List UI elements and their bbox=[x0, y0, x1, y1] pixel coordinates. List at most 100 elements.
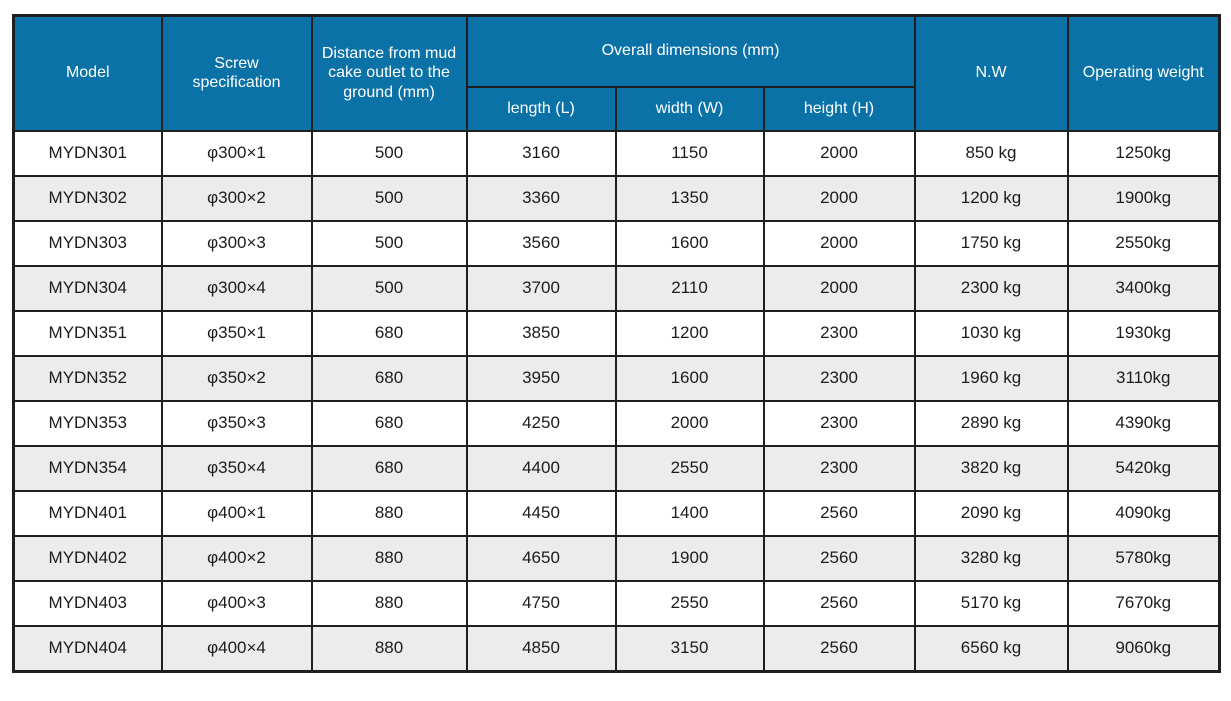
cell-distance: 680 bbox=[310, 309, 468, 357]
table-row: MYDN353 φ350×3 680 4250 2000 2300 2890 kg 4390k… bbox=[12, 399, 1221, 447]
cell-height: 2560 bbox=[762, 534, 916, 582]
cell-nw: 2300 kg bbox=[913, 264, 1069, 312]
cell-model: MYDN304 bbox=[12, 264, 163, 312]
cell-distance: 500 bbox=[310, 264, 468, 312]
cell-length: 4650 bbox=[465, 534, 617, 582]
header-width: width (W) bbox=[614, 85, 765, 132]
cell-distance: 500 bbox=[310, 129, 468, 177]
header-operating-weight: Operating weight bbox=[1066, 14, 1221, 132]
cell-operating-weight: 2550kg bbox=[1066, 219, 1221, 267]
cell-screw: φ350×2 bbox=[160, 354, 313, 402]
cell-screw: φ400×2 bbox=[160, 534, 313, 582]
header-overall-dimensions: Overall dimensions (mm) bbox=[465, 14, 916, 88]
table-row: MYDN352 φ350×2 680 3950 1600 2300 1960 kg 3110k… bbox=[12, 354, 1221, 402]
cell-nw: 3280 kg bbox=[913, 534, 1069, 582]
cell-height: 2560 bbox=[762, 489, 916, 537]
cell-length: 3160 bbox=[465, 129, 617, 177]
spec-table-container: Model Screw specification Distance from … bbox=[12, 14, 1221, 673]
cell-nw: 2090 kg bbox=[913, 489, 1069, 537]
cell-height: 2560 bbox=[762, 579, 916, 627]
table-row: MYDN304 φ300×4 500 3700 2110 2000 2300 kg 3400k… bbox=[12, 264, 1221, 312]
cell-screw: φ300×2 bbox=[160, 174, 313, 222]
table-row: MYDN354 φ350×4 680 4400 2550 2300 3820 kg 5420k… bbox=[12, 444, 1221, 492]
spec-table: Model Screw specification Distance from … bbox=[12, 14, 1221, 673]
cell-model: MYDN351 bbox=[12, 309, 163, 357]
cell-operating-weight: 4390kg bbox=[1066, 399, 1221, 447]
cell-height: 2300 bbox=[762, 399, 916, 447]
cell-model: MYDN354 bbox=[12, 444, 163, 492]
cell-length: 3950 bbox=[465, 354, 617, 402]
cell-width: 3150 bbox=[614, 624, 765, 672]
table-row: MYDN402 φ400×2 880 4650 1900 2560 3280 kg 5780k… bbox=[12, 534, 1221, 582]
cell-nw: 2890 kg bbox=[913, 399, 1069, 447]
cell-model: MYDN402 bbox=[12, 534, 163, 582]
header-distance-to-ground: Distance from mud cake outlet to the gro… bbox=[310, 14, 468, 132]
cell-model: MYDN303 bbox=[12, 219, 163, 267]
cell-length: 3700 bbox=[465, 264, 617, 312]
cell-distance: 680 bbox=[310, 399, 468, 447]
cell-nw: 6560 kg bbox=[913, 624, 1069, 672]
cell-width: 1200 bbox=[614, 309, 765, 357]
table-row: MYDN301 φ300×1 500 3160 1150 2000 850 kg 1250kg bbox=[12, 129, 1221, 177]
cell-nw: 3820 kg bbox=[913, 444, 1069, 492]
cell-operating-weight: 7670kg bbox=[1066, 579, 1221, 627]
cell-operating-weight: 5420kg bbox=[1066, 444, 1221, 492]
cell-width: 1400 bbox=[614, 489, 765, 537]
cell-model: MYDN352 bbox=[12, 354, 163, 402]
cell-distance: 500 bbox=[310, 174, 468, 222]
header-screw-specification: Screw specification bbox=[160, 14, 313, 132]
table-row: MYDN401 φ400×1 880 4450 1400 2560 2090 kg 4090k… bbox=[12, 489, 1221, 537]
cell-screw: φ350×1 bbox=[160, 309, 313, 357]
cell-length: 4750 bbox=[465, 579, 617, 627]
table-row: MYDN404 φ400×4 880 4850 3150 2560 6560 kg 9060k… bbox=[12, 624, 1221, 672]
cell-width: 1900 bbox=[614, 534, 765, 582]
cell-length: 4450 bbox=[465, 489, 617, 537]
cell-length: 3850 bbox=[465, 309, 617, 357]
cell-width: 2550 bbox=[614, 444, 765, 492]
cell-height: 2000 bbox=[762, 219, 916, 267]
cell-nw: 1960 kg bbox=[913, 354, 1069, 402]
cell-screw: φ350×4 bbox=[160, 444, 313, 492]
cell-screw: φ350×3 bbox=[160, 399, 313, 447]
cell-distance: 880 bbox=[310, 624, 468, 672]
cell-operating-weight: 1930kg bbox=[1066, 309, 1221, 357]
cell-model: MYDN302 bbox=[12, 174, 163, 222]
cell-screw: φ300×3 bbox=[160, 219, 313, 267]
table-row: MYDN302 φ300×2 500 3360 1350 2000 1200 kg 1900k… bbox=[12, 174, 1221, 222]
cell-width: 2000 bbox=[614, 399, 765, 447]
cell-model: MYDN403 bbox=[12, 579, 163, 627]
table-header: Model Screw specification Distance from … bbox=[12, 14, 1221, 132]
cell-height: 2300 bbox=[762, 444, 916, 492]
cell-operating-weight: 3400kg bbox=[1066, 264, 1221, 312]
header-model: Model bbox=[12, 14, 163, 132]
cell-operating-weight: 5780kg bbox=[1066, 534, 1221, 582]
cell-height: 2000 bbox=[762, 174, 916, 222]
cell-model: MYDN301 bbox=[12, 129, 163, 177]
cell-width: 1600 bbox=[614, 354, 765, 402]
header-length: length (L) bbox=[465, 85, 617, 132]
table-body: MYDN301 φ300×1 500 3160 1150 2000 850 kg 1250kg… bbox=[12, 129, 1221, 672]
cell-height: 2300 bbox=[762, 309, 916, 357]
cell-length: 3360 bbox=[465, 174, 617, 222]
cell-length: 4400 bbox=[465, 444, 617, 492]
cell-operating-weight: 1900kg bbox=[1066, 174, 1221, 222]
cell-distance: 680 bbox=[310, 354, 468, 402]
cell-length: 4850 bbox=[465, 624, 617, 672]
cell-screw: φ300×4 bbox=[160, 264, 313, 312]
cell-distance: 680 bbox=[310, 444, 468, 492]
cell-width: 1600 bbox=[614, 219, 765, 267]
cell-height: 2560 bbox=[762, 624, 916, 672]
cell-nw: 850 kg bbox=[913, 129, 1069, 177]
table-row: MYDN351 φ350×1 680 3850 1200 2300 1030 kg 1930k… bbox=[12, 309, 1221, 357]
cell-length: 4250 bbox=[465, 399, 617, 447]
cell-distance: 880 bbox=[310, 579, 468, 627]
cell-model: MYDN353 bbox=[12, 399, 163, 447]
cell-operating-weight: 3110kg bbox=[1066, 354, 1221, 402]
cell-operating-weight: 1250kg bbox=[1066, 129, 1221, 177]
cell-distance: 880 bbox=[310, 534, 468, 582]
cell-width: 1150 bbox=[614, 129, 765, 177]
cell-screw: φ400×1 bbox=[160, 489, 313, 537]
cell-width: 2110 bbox=[614, 264, 765, 312]
cell-width: 1350 bbox=[614, 174, 765, 222]
table-row: MYDN403 φ400×3 880 4750 2550 2560 5170 kg 7670k… bbox=[12, 579, 1221, 627]
